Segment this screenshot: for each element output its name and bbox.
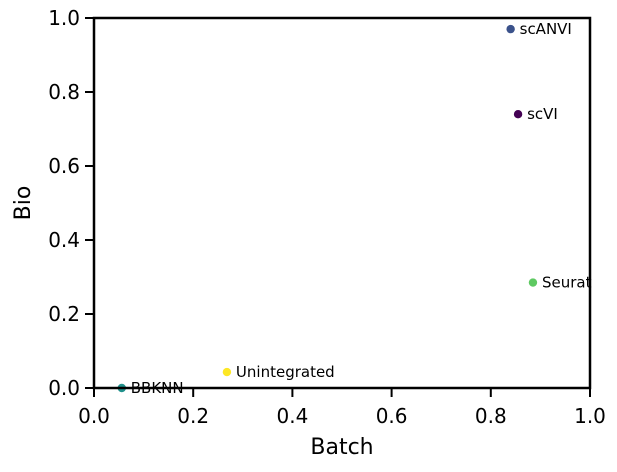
data-point-unintegrated (222, 367, 232, 377)
point-label-unintegrated: Unintegrated (236, 363, 335, 381)
x-tick-label: 0.2 (177, 404, 209, 428)
y-tick-label: 0.8 (48, 80, 80, 104)
x-axis-label: Batch (310, 435, 373, 460)
data-point-scanvi (506, 24, 515, 34)
data-point-seurat (528, 278, 538, 287)
x-tick-label: 0.6 (376, 404, 408, 428)
ticks-layer: 0.0 0.2 0.4 0.6 0.8 1.0 0.0 0.2 0.4 0.6 0.8 1.0 (48, 6, 606, 428)
point-label-scanvi: scANVI (520, 20, 572, 38)
x-tick-label: 1.0 (574, 404, 606, 428)
x-tick-label: 0.0 (78, 404, 110, 428)
x-tick-label: 0.4 (276, 404, 308, 428)
y-tick-label: 0.4 (48, 228, 80, 252)
y-tick-label: 1.0 (48, 6, 80, 30)
plot-frame (92, 16, 592, 390)
point-label-seurat: Seurat (542, 274, 592, 292)
y-tick-label: 0.6 (48, 154, 80, 178)
data-point-scvi (513, 110, 523, 119)
y-tick-label: 0.0 (48, 376, 80, 400)
point-label-scvi: scVI (527, 105, 558, 123)
y-axis-label: Bio (11, 186, 36, 221)
y-tick-label: 0.2 (48, 302, 80, 326)
x-tick-label: 0.8 (475, 404, 507, 428)
